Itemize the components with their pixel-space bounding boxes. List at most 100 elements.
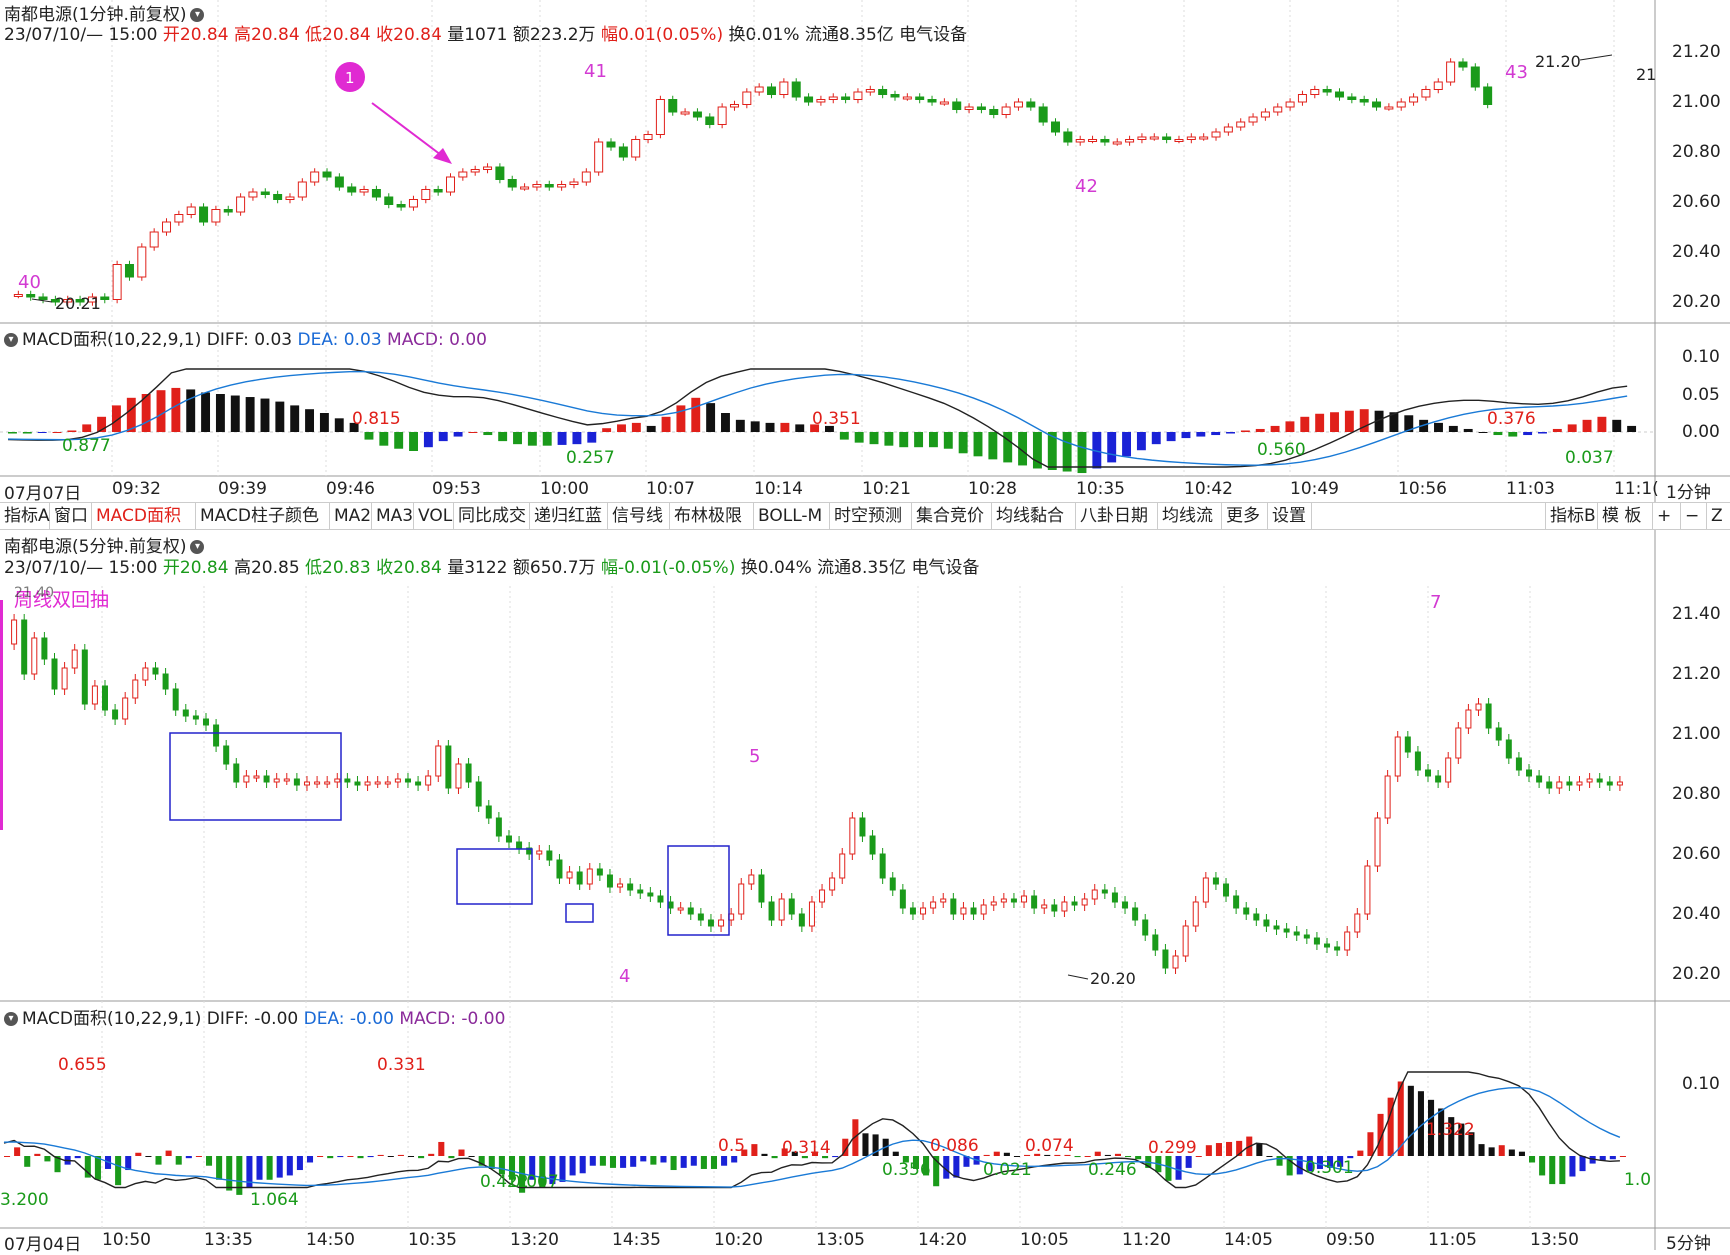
toolbar-item[interactable]: 八卦日期 bbox=[1076, 503, 1158, 529]
macd-bar bbox=[661, 416, 671, 432]
macd-area-label: 0.257 bbox=[566, 448, 615, 468]
period-selector-1min[interactable]: 1分钟 bbox=[1666, 483, 1711, 503]
macd-bar bbox=[1357, 1150, 1364, 1156]
time-tick: 09:53 bbox=[432, 479, 481, 499]
macd-bar bbox=[1013, 1156, 1020, 1157]
toolbar-item[interactable]: 均线流 bbox=[1158, 503, 1222, 529]
candle-body bbox=[236, 196, 246, 213]
toolbar-item[interactable]: 更多 bbox=[1222, 503, 1268, 529]
time-tick: 13:50 bbox=[1530, 1230, 1579, 1250]
toolbar-item[interactable]: 窗口 bbox=[50, 503, 92, 529]
candle-body bbox=[1359, 99, 1369, 103]
candle-body bbox=[1421, 89, 1431, 98]
macd-bar bbox=[599, 1156, 606, 1166]
candle-body bbox=[354, 781, 361, 786]
candle-body bbox=[544, 184, 554, 188]
chevron-down-icon[interactable]: ▾ bbox=[4, 333, 18, 347]
toolbar-item[interactable]: 递归红蓝 bbox=[530, 503, 608, 529]
toolbar-item[interactable]: VOL bbox=[414, 503, 454, 529]
toolbar-item[interactable]: 均线黏合 bbox=[992, 503, 1076, 529]
time-tick: 09:46 bbox=[326, 479, 375, 499]
toolbar-item[interactable]: 布林极限 bbox=[670, 503, 754, 529]
macd-bar bbox=[741, 1149, 748, 1156]
toolbar-item[interactable]: MACD柱子颜色 bbox=[196, 503, 330, 529]
macd-bar bbox=[771, 1156, 778, 1159]
candle-body bbox=[920, 907, 927, 915]
macd-bar bbox=[1407, 1085, 1414, 1156]
macd-bar bbox=[1107, 432, 1117, 463]
open-value: 20.84 bbox=[179, 25, 229, 45]
time-tick: 10:35 bbox=[408, 1230, 457, 1250]
macd-bar bbox=[1569, 1156, 1576, 1177]
candle-body bbox=[458, 171, 468, 178]
macd-bar bbox=[1597, 416, 1607, 432]
toolbar-item[interactable]: BOLL-M bbox=[754, 503, 830, 529]
top-macd bbox=[7, 368, 1637, 474]
candle-body bbox=[324, 781, 331, 785]
macd-bar bbox=[1478, 1144, 1485, 1156]
candle-body bbox=[425, 775, 432, 786]
macd-bar bbox=[305, 409, 315, 432]
candle-body bbox=[742, 91, 752, 105]
toolbar-right-item[interactable]: 指标B bbox=[1545, 503, 1600, 529]
time-tick: 11:05 bbox=[1428, 1230, 1477, 1250]
toolbar-item[interactable]: 时空预测 bbox=[830, 503, 912, 529]
candle-body bbox=[1394, 736, 1401, 777]
candle-body bbox=[495, 817, 502, 837]
wave-label-7: 7 bbox=[1430, 592, 1441, 613]
time-tick: 10:14 bbox=[754, 479, 803, 499]
toolbar-item[interactable]: 集合竞价 bbox=[912, 503, 992, 529]
candle-body bbox=[729, 104, 739, 108]
low-label: 低 bbox=[305, 25, 323, 45]
macd-bar bbox=[14, 1147, 21, 1156]
candle-body bbox=[1324, 943, 1331, 948]
toolbar-item[interactable]: 设置 bbox=[1268, 503, 1312, 529]
toolbar-item[interactable]: MA2 bbox=[330, 503, 372, 529]
chevron-down-icon[interactable]: ▾ bbox=[190, 540, 205, 554]
toolbar-item[interactable]: 同比成交 bbox=[454, 503, 530, 529]
candle-body bbox=[1384, 775, 1391, 819]
macd-bar bbox=[508, 1156, 516, 1180]
float-shares: 流通8.35亿 bbox=[804, 25, 894, 45]
candle-body bbox=[520, 186, 530, 190]
top-chart-title[interactable]: 南都电源(1分钟.前复权) bbox=[4, 5, 187, 25]
macd-bar bbox=[276, 1156, 283, 1178]
toolbar-item[interactable]: MA3 bbox=[372, 503, 414, 529]
macd-bar bbox=[1397, 1081, 1404, 1156]
chevron-down-icon[interactable]: ▾ bbox=[190, 8, 205, 22]
toolbar-item[interactable]: 指标A bbox=[0, 503, 50, 529]
chevron-down-icon[interactable]: ▾ bbox=[4, 1012, 18, 1026]
macd-bar bbox=[1175, 1156, 1182, 1180]
macd-bar bbox=[1359, 409, 1369, 432]
bottom-chart-title[interactable]: 南都电源(5分钟.前复权) bbox=[4, 537, 187, 557]
candle-body bbox=[182, 709, 189, 717]
candle-body bbox=[581, 171, 591, 183]
candle-body bbox=[1100, 139, 1110, 143]
candle-body bbox=[273, 778, 280, 783]
macd-bar bbox=[483, 432, 493, 436]
toolbar-item[interactable]: 信号线 bbox=[608, 503, 670, 529]
macd-bar bbox=[1240, 430, 1250, 432]
macd-area-label: 0.007 bbox=[510, 1172, 559, 1192]
toolbar-item[interactable]: MACD面积 bbox=[92, 503, 196, 529]
macd-area-label: 0.351 bbox=[812, 409, 861, 429]
candle-body bbox=[211, 209, 221, 223]
toolbar-right-item[interactable]: − bbox=[1680, 503, 1703, 529]
toolbar-right-item[interactable]: 模 板 bbox=[1597, 503, 1645, 529]
period-selector-5min[interactable]: 5分钟 bbox=[1666, 1234, 1711, 1254]
macd-bar bbox=[54, 1156, 61, 1173]
candle-body bbox=[11, 619, 18, 645]
top-macd-header: ▾ MACD面积(10,22,9,1) DIFF: 0.03 DEA: 0.03 … bbox=[4, 325, 487, 350]
candle-body bbox=[989, 109, 999, 115]
candle-body bbox=[532, 184, 542, 188]
candle-body bbox=[495, 166, 505, 180]
macd-bar bbox=[973, 432, 983, 457]
candle-body bbox=[485, 805, 492, 819]
macd-bar bbox=[706, 403, 716, 432]
macd-bar bbox=[572, 432, 582, 445]
macd-bar bbox=[988, 432, 998, 460]
toolbar-right-item[interactable]: + bbox=[1652, 503, 1675, 529]
candle-body bbox=[1061, 901, 1068, 912]
toolbar-right-item[interactable]: Z bbox=[1706, 503, 1727, 529]
